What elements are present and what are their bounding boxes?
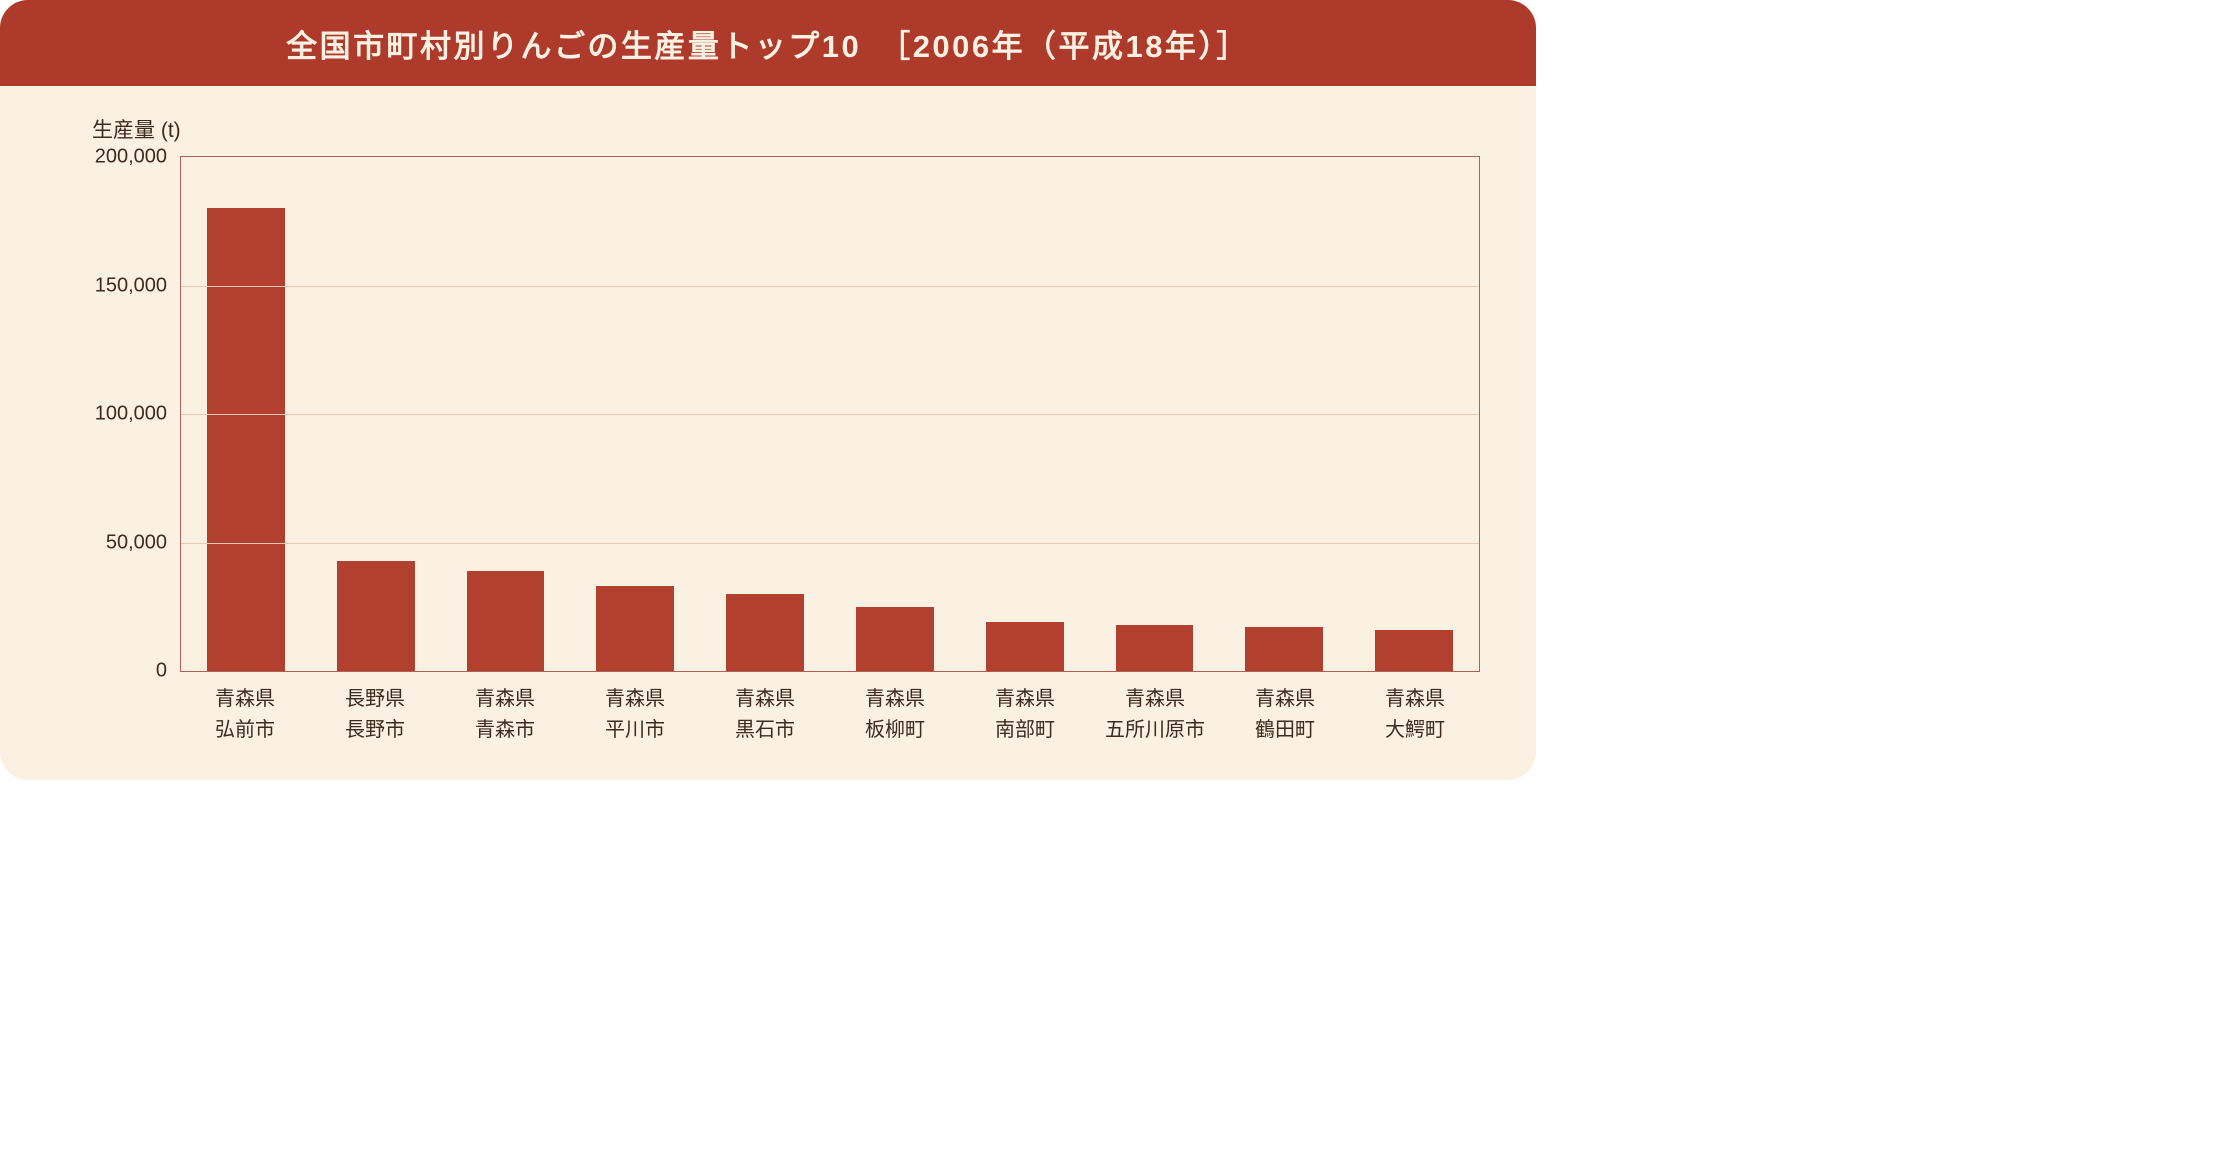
- x-tick-label: 青森県青森市: [440, 684, 570, 746]
- chart-card: 全国市町村別りんごの生産量トップ10 ［2006年（平成18年）］ 生産量 (t…: [0, 0, 1536, 780]
- bar: [986, 622, 1064, 671]
- x-label-city: 弘前市: [180, 715, 310, 746]
- bar: [726, 594, 804, 671]
- x-label-city: 長野市: [310, 715, 440, 746]
- x-tick-label: 青森県黒石市: [700, 684, 830, 746]
- x-label-city: 五所川原市: [1090, 715, 1220, 746]
- y-tick-label: 100,000: [95, 403, 181, 426]
- x-tick-label: 青森県大鰐町: [1350, 684, 1480, 746]
- y-axis-label: 生産量 (t): [92, 114, 181, 144]
- plot-area: 050,000100,000150,000200,000: [180, 156, 1480, 672]
- grid-line: [181, 286, 1479, 287]
- x-label-prefecture: 長野県: [310, 684, 440, 715]
- x-tick-label: 青森県鶴田町: [1220, 684, 1350, 746]
- grid-line: [181, 414, 1479, 415]
- bar: [1116, 625, 1194, 671]
- x-label-city: 大鰐町: [1350, 715, 1480, 746]
- chart-title: 全国市町村別りんごの生産量トップ10 ［2006年（平成18年）］: [286, 21, 1250, 66]
- bar: [596, 586, 674, 671]
- x-label-prefecture: 青森県: [700, 684, 830, 715]
- x-tick-label: 青森県板柳町: [830, 684, 960, 746]
- bar: [207, 208, 285, 671]
- y-tick-label: 200,000: [95, 146, 181, 169]
- x-axis-labels: 青森県弘前市長野県長野市青森県青森市青森県平川市青森県黒石市青森県板柳町青森県南…: [180, 684, 1480, 746]
- bar: [467, 571, 545, 671]
- bar: [1375, 630, 1453, 671]
- x-tick-label: 青森県五所川原市: [1090, 684, 1220, 746]
- x-label-city: 黒石市: [700, 715, 830, 746]
- x-label-prefecture: 青森県: [1350, 684, 1480, 715]
- x-label-prefecture: 青森県: [440, 684, 570, 715]
- chart-area: 生産量 (t) 050,000100,000150,000200,000 青森県…: [0, 86, 1536, 780]
- y-tick-label: 50,000: [106, 531, 181, 554]
- x-label-city: 鶴田町: [1220, 715, 1350, 746]
- x-tick-label: 長野県長野市: [310, 684, 440, 746]
- x-label-prefecture: 青森県: [830, 684, 960, 715]
- x-tick-label: 青森県弘前市: [180, 684, 310, 746]
- x-label-prefecture: 青森県: [1090, 684, 1220, 715]
- bar: [1245, 627, 1323, 671]
- x-tick-label: 青森県平川市: [570, 684, 700, 746]
- bar: [337, 561, 415, 672]
- y-tick-label: 0: [156, 660, 181, 683]
- x-tick-label: 青森県南部町: [960, 684, 1090, 746]
- x-label-prefecture: 青森県: [960, 684, 1090, 715]
- x-label-city: 板柳町: [830, 715, 960, 746]
- x-label-city: 平川市: [570, 715, 700, 746]
- grid-line: [181, 543, 1479, 544]
- x-label-prefecture: 青森県: [1220, 684, 1350, 715]
- x-label-prefecture: 青森県: [180, 684, 310, 715]
- chart-header: 全国市町村別りんごの生産量トップ10 ［2006年（平成18年）］: [0, 0, 1536, 86]
- x-label-city: 青森市: [440, 715, 570, 746]
- bar: [856, 607, 934, 671]
- y-tick-label: 150,000: [95, 274, 181, 297]
- x-label-prefecture: 青森県: [570, 684, 700, 715]
- x-label-city: 南部町: [960, 715, 1090, 746]
